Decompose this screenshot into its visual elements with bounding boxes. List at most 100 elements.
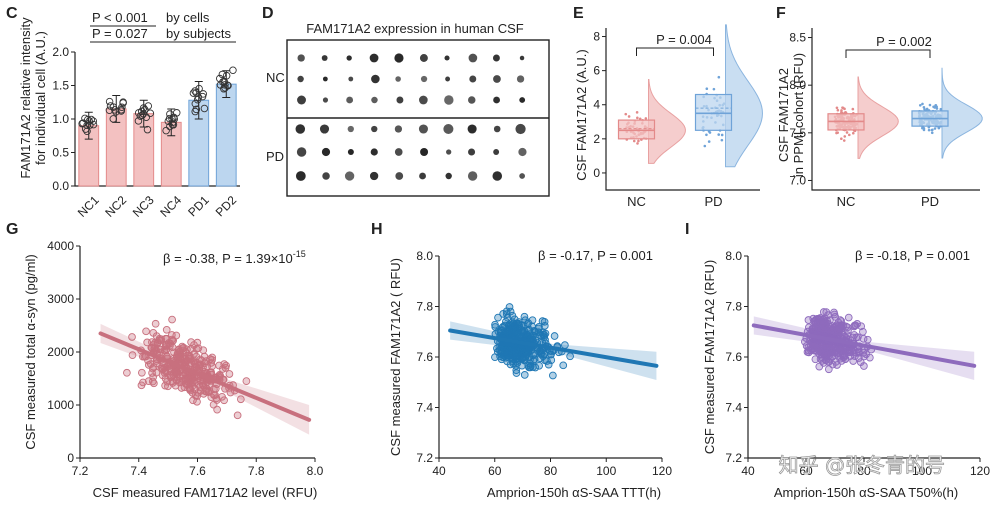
e-point (705, 133, 708, 137)
g-confidence-band (100, 323, 310, 435)
c-annotation-1-note: by cells (166, 10, 210, 25)
f-ytick-label: 7.0 (789, 173, 806, 187)
f-point (836, 108, 840, 112)
panel-label-c: C (6, 5, 18, 22)
i-point (854, 333, 862, 342)
h-point (540, 317, 549, 326)
h-point (535, 361, 543, 370)
g-annotation: β = -0.38, P = 1.39×10-15 (163, 249, 306, 266)
e-ytick-label: 2 (593, 132, 600, 146)
d-blot-dot (515, 123, 526, 135)
h-point (510, 350, 519, 359)
d-blot-dot (418, 124, 428, 134)
i-point (810, 317, 818, 326)
g-fit-line (98, 331, 312, 422)
panel-e: E CSF FAM171A2 (A.U.) 0 2 4 6 8 NC PD P = 0.00… (573, 5, 763, 209)
c-point (83, 121, 91, 129)
f-bracket (845, 49, 931, 58)
h-plot-area: 7.2 7.4 7.6 7.8 8.0 40 60 80 100 120 (416, 249, 672, 478)
c-point (200, 104, 209, 113)
c-annotation-2: P = 0.027 (92, 26, 148, 41)
c-point (119, 98, 127, 106)
g-point (192, 363, 201, 372)
g-point (159, 365, 167, 374)
h-point (506, 307, 515, 316)
i-xtick-label: 40 (741, 464, 755, 478)
i-xlabel: Amprion-150h αS-SAA T50%(h) (774, 485, 958, 500)
f-point (842, 139, 846, 142)
d-blot-dot (468, 148, 476, 156)
c-point (162, 126, 170, 135)
d-blot-dot (468, 96, 476, 104)
c-point (191, 100, 200, 108)
i-confidence-band (753, 316, 975, 380)
g-point (139, 378, 147, 387)
c-point (165, 114, 174, 123)
f-point (844, 111, 847, 114)
d-blot-dot (319, 124, 330, 134)
d-blot-dot (519, 173, 525, 179)
g-point (128, 333, 136, 341)
f-point (840, 137, 843, 141)
watermark: 知乎 @张冬青的号 (779, 453, 945, 477)
c-point (134, 117, 143, 125)
c-point (218, 70, 227, 79)
d-blot-dot (519, 97, 526, 103)
f-plot-area: 7.0 7.5 8.0 8.5 NC PD (789, 28, 983, 209)
i-ytick-label: 7.6 (725, 350, 742, 364)
g-point (144, 356, 152, 365)
h-ytick-label: 7.8 (416, 300, 433, 314)
d-blot-dot (493, 149, 500, 155)
f-axes (811, 28, 980, 191)
f-point (836, 131, 839, 134)
c-xtick-label: PD1 (185, 193, 212, 220)
e-axes (605, 28, 760, 191)
d-blot-dot (469, 75, 477, 83)
panel-f: F CSF FAM171A2in PPMI cohort (RFU) 7.07.… (776, 5, 983, 209)
c-point (109, 115, 118, 123)
e-annotation: P = 0.004 (656, 32, 712, 47)
h-point (550, 332, 559, 340)
g-ytick-label: 2000 (47, 345, 74, 359)
f-annotation: P = 0.002 (876, 34, 932, 49)
i-ytick-label: 7.4 (725, 401, 742, 415)
g-point (149, 329, 158, 337)
f-point (923, 107, 926, 111)
i-ytick-label: 7.8 (725, 300, 742, 314)
h-point (514, 324, 523, 333)
g-point (142, 327, 150, 336)
i-plot-area: 7.2 7.4 7.6 7.8 8.0 40 60 80 100 120 (725, 249, 990, 478)
g-point (148, 364, 157, 373)
h-point (530, 327, 539, 335)
g-point (168, 331, 176, 339)
i-ytick-label: 8.0 (725, 249, 742, 263)
h-ylabel: CSF measured FAM171A2 ( RFU) (388, 258, 403, 456)
d-blot-dot (493, 75, 501, 83)
e-point (705, 87, 709, 91)
g-annotation-main: β = -0.38, P = 1.39×10 (163, 251, 293, 266)
c-point (105, 106, 114, 114)
c-point (146, 109, 155, 117)
i-point (825, 351, 833, 360)
panel-g: G CSF measured total α-syn (pg/ml) CSF m… (6, 221, 324, 500)
g-point (168, 378, 177, 387)
h-point (518, 361, 526, 370)
f-point (835, 106, 839, 110)
e-point (635, 111, 639, 114)
e-point (624, 112, 628, 116)
e-violin (648, 78, 686, 164)
d-blot-dot (467, 171, 478, 181)
h-xtick-label: 40 (432, 464, 446, 478)
i-xtick-label: 100 (912, 464, 932, 478)
c-point (166, 110, 174, 118)
panel-label-e: E (573, 5, 584, 22)
h-point (524, 319, 533, 327)
e-ytick-label: 4 (593, 98, 600, 112)
d-blot-dot (419, 95, 428, 105)
c-axes (74, 52, 240, 187)
g-plot-area: 0 1000 2000 3000 4000 7.2 7.4 7.6 7.8 8.0 (47, 239, 323, 478)
d-blot-dot (347, 148, 354, 156)
panel-i: I CSF measured FAM171A2 (RFU) Amprion-15… (685, 221, 990, 500)
h-point (497, 355, 506, 364)
g-point (209, 400, 218, 409)
